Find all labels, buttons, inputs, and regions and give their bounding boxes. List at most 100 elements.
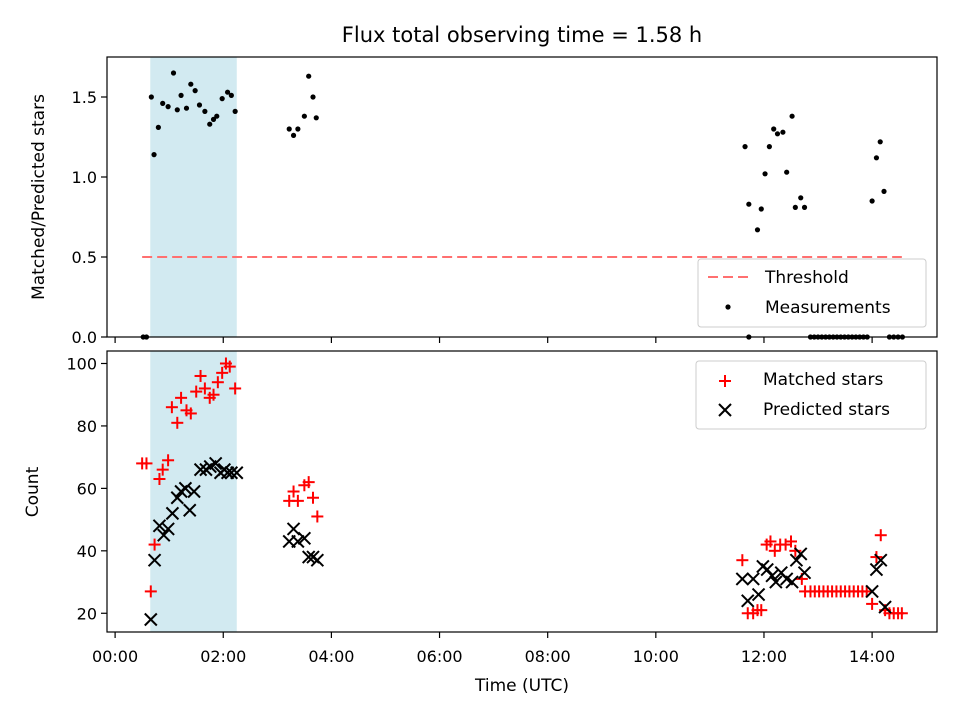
predicted-star-point <box>789 553 804 567</box>
matched-star-point <box>184 407 197 420</box>
x-tick-label: 06:00 <box>416 647 462 666</box>
matched-star-point <box>207 388 220 401</box>
y-tick-label: 40 <box>77 542 97 561</box>
legend-measurements-swatch <box>725 304 731 310</box>
predicted-star-point <box>157 528 171 542</box>
predicted-star-point <box>147 553 162 567</box>
measurement-point <box>224 89 231 95</box>
matched-star-point <box>311 510 324 523</box>
measurement-point <box>792 204 798 210</box>
measurement-point <box>306 73 312 79</box>
measurement-point <box>214 113 220 119</box>
measurement-point <box>210 116 217 122</box>
matched-star-point <box>229 382 242 395</box>
measurement-point <box>873 155 880 161</box>
legend-matched-label: Matched stars <box>763 370 883 390</box>
predicted-star-point <box>874 553 888 567</box>
predicted-star-point <box>301 550 316 564</box>
predicted-star-point <box>208 456 223 471</box>
x-tick-label: 02:00 <box>200 647 246 666</box>
top-plot-frame <box>106 56 938 338</box>
bottom-plot-frame <box>106 350 938 633</box>
legend-predicted-label: Predicted stars <box>763 400 890 420</box>
bottom-legend-box <box>695 360 927 430</box>
matched-star-point <box>874 529 887 542</box>
measurement-point <box>219 96 225 102</box>
measurement-point <box>192 88 198 94</box>
predicted-star-point <box>878 600 892 614</box>
measurement-point <box>313 115 319 121</box>
top-legend-box <box>697 258 927 328</box>
matched-star-point <box>156 463 169 476</box>
predicted-star-point <box>769 575 783 589</box>
matched-star-point <box>755 604 768 617</box>
y-tick-label: 1.5 <box>72 88 97 107</box>
top-legend: Threshold Measurements <box>697 258 927 328</box>
measurement-point <box>301 113 307 119</box>
measurement-point <box>310 94 316 100</box>
x-tick-label: 14:00 <box>849 647 895 666</box>
measurement-point <box>877 139 883 145</box>
legend-measurements-label: Measurements <box>765 298 891 318</box>
measurement-point <box>207 121 213 127</box>
measurement-point <box>196 102 203 108</box>
y-tick-label: 60 <box>77 479 97 498</box>
legend-threshold-label: Threshold <box>764 268 849 288</box>
matched-star-point <box>764 535 777 548</box>
matched-star-point <box>162 454 175 467</box>
predicted-star-point <box>165 506 180 521</box>
bottom-ylabel: Count <box>23 466 43 517</box>
predicted-star-point <box>869 562 884 577</box>
predicted-star-point <box>230 466 244 480</box>
matched-star-point <box>895 607 908 620</box>
measurement-point <box>232 108 238 114</box>
matched-star-point <box>171 416 184 429</box>
measurement-point <box>762 171 768 177</box>
predicted-star-point <box>187 484 201 499</box>
measurement-point <box>801 204 808 210</box>
predicted-star-point <box>797 565 812 580</box>
matched-star-point <box>785 535 798 548</box>
y-tick-label: 80 <box>77 417 97 436</box>
measurement-point <box>881 188 887 194</box>
predicted-star-point <box>161 522 175 536</box>
matched-star-point <box>194 369 207 382</box>
measurement-point <box>160 100 166 106</box>
measurement-point <box>286 126 292 132</box>
figure-title: Flux total observing time = 1.58 h <box>342 23 702 47</box>
measurement-point <box>798 195 804 201</box>
bottom-panel: 20 40 60 80 100 00:00 02:00 04:00 06:00 08:00 10:0… <box>23 350 938 696</box>
predicted-star-point <box>746 572 760 586</box>
x-tick-label: 10:00 <box>633 647 679 666</box>
bottom-legend: Matched stars Predicted stars <box>695 360 927 430</box>
matched-star-point <box>165 401 178 414</box>
predicted-star-point <box>183 503 197 517</box>
matched-star-point <box>307 491 320 504</box>
top-ylabel: Matched/Predicted stars <box>29 94 49 300</box>
x-tick-label: 08:00 <box>525 647 571 666</box>
predicted-star-point <box>224 466 239 480</box>
predicted-star-point <box>735 572 750 586</box>
predicted-star-point <box>865 584 879 599</box>
predicted-star-point <box>297 531 312 546</box>
measurement-point <box>869 198 875 204</box>
matched-star-point <box>153 473 166 486</box>
measurement-point <box>178 92 184 98</box>
top-axes: 0.0 0.5 1.0 1.5 <box>72 88 873 347</box>
x-tick-label: 04:00 <box>308 647 354 666</box>
measurement-point <box>774 131 781 137</box>
measurement-point <box>758 206 764 212</box>
measurement-point <box>784 169 790 175</box>
predicted-star-point <box>286 522 301 536</box>
predicted-star-point <box>751 587 766 602</box>
x-axis-label: Time (UTC) <box>474 676 569 696</box>
measurement-point <box>766 144 772 150</box>
legend-matched-swatch <box>719 375 731 387</box>
matched-star-point <box>190 385 203 398</box>
measurement-point <box>746 201 752 207</box>
measurement-point <box>188 81 194 87</box>
predicted-star-point <box>152 519 167 533</box>
matched-star-point <box>302 476 315 489</box>
measurement-point <box>789 113 795 119</box>
measurement-point <box>174 107 180 113</box>
